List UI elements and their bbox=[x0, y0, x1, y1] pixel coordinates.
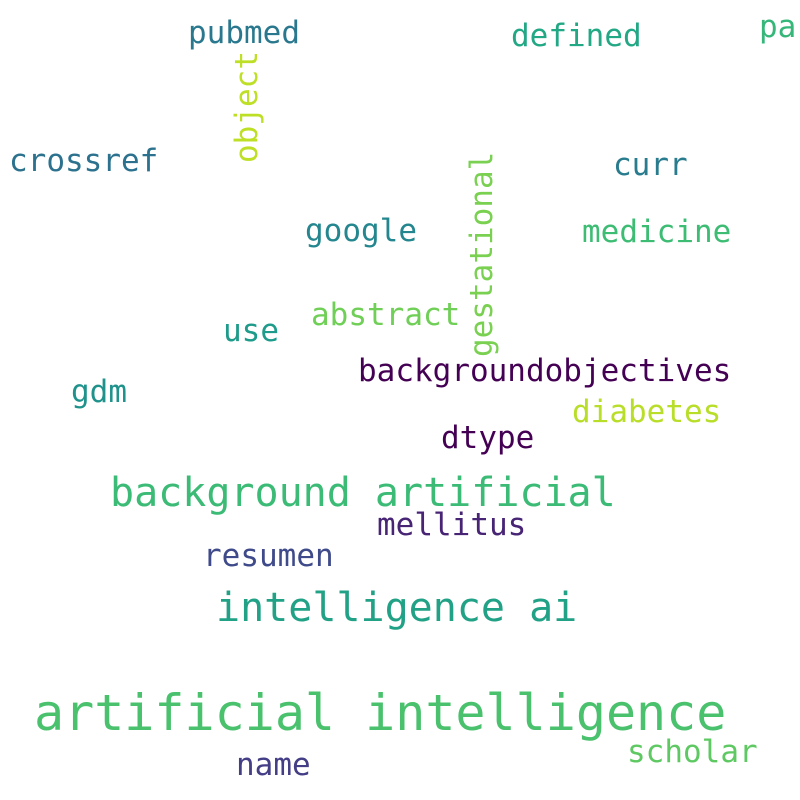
word-backgroundobjectives: backgroundobjectives bbox=[358, 353, 732, 389]
word-artificial-intelligence: artificial intelligence bbox=[34, 684, 727, 742]
word-google: google bbox=[305, 213, 417, 249]
word-pa: pa bbox=[759, 9, 797, 45]
word-gestational: gestational bbox=[464, 151, 500, 357]
word-resumen: resumen bbox=[203, 538, 334, 574]
word-mellitus: mellitus bbox=[377, 507, 527, 543]
word-use: use bbox=[223, 313, 279, 349]
word-name: name bbox=[236, 747, 311, 783]
word-object: object bbox=[229, 51, 265, 163]
word-diabetes: diabetes bbox=[572, 394, 722, 430]
word-intelligence-ai: intelligence ai bbox=[216, 585, 578, 631]
word-gdm: gdm bbox=[71, 374, 127, 410]
word-medicine: medicine bbox=[582, 214, 732, 250]
word-background-artificial: background artificial bbox=[110, 470, 616, 516]
word-dtype: dtype bbox=[441, 420, 535, 456]
word-abstract: abstract bbox=[311, 297, 461, 333]
word-crossref: crossref bbox=[9, 143, 159, 179]
word-pubmed: pubmed bbox=[188, 15, 300, 51]
word-defined: defined bbox=[511, 18, 642, 54]
word-scholar: scholar bbox=[627, 734, 758, 770]
word-curr: curr bbox=[613, 147, 688, 183]
